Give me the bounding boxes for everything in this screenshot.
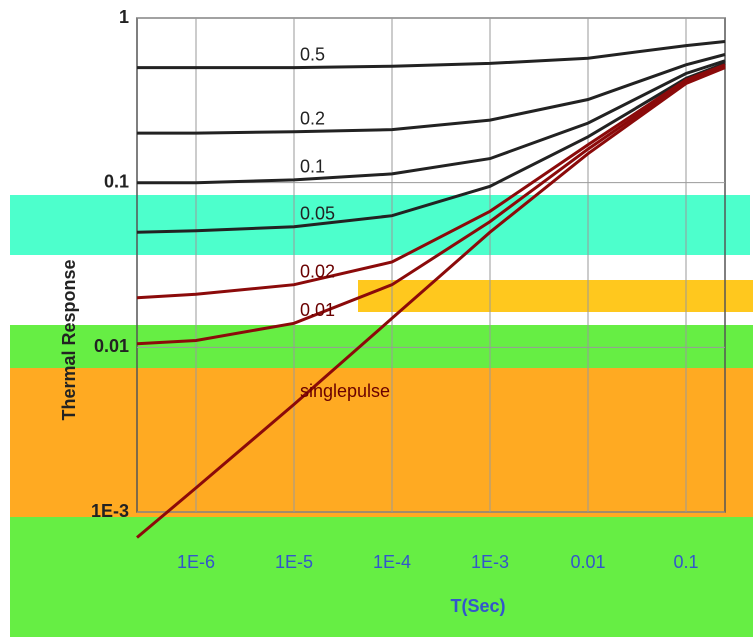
y-axis-label: Thermal Response <box>59 259 79 420</box>
x-tick-label: 1E-4 <box>373 552 411 572</box>
series-label: 0.02 <box>300 261 335 281</box>
series-label: 0.01 <box>300 300 335 320</box>
y-tick-label: 1E-3 <box>91 501 129 521</box>
y-tick-label: 1 <box>119 7 129 27</box>
x-tick-label: 1E-5 <box>275 552 313 572</box>
series-line <box>136 66 726 539</box>
x-tick-label: 0.01 <box>570 552 605 572</box>
series-label: 0.5 <box>300 44 325 64</box>
glitch-band <box>358 280 753 312</box>
series-label: 0.2 <box>300 108 325 128</box>
series-label: 0.1 <box>300 157 325 177</box>
glitch-band <box>10 368 753 517</box>
y-tick-label: 0.1 <box>104 171 129 191</box>
series-line <box>136 63 726 300</box>
series-line <box>137 59 726 185</box>
x-tick-label: 0.1 <box>673 552 698 572</box>
y-tick-label: 0.01 <box>94 336 129 356</box>
x-axis-label: T(Sec) <box>450 596 505 616</box>
series-line <box>137 40 726 70</box>
series-line <box>136 64 726 346</box>
series-label: 0.05 <box>300 203 335 223</box>
x-tick-label: 1E-3 <box>471 552 509 572</box>
series-line <box>137 53 726 135</box>
glitch-band <box>10 195 750 255</box>
x-tick-label: 1E-6 <box>177 552 215 572</box>
series-line <box>136 61 726 234</box>
series-label: singlepulse <box>300 381 390 401</box>
